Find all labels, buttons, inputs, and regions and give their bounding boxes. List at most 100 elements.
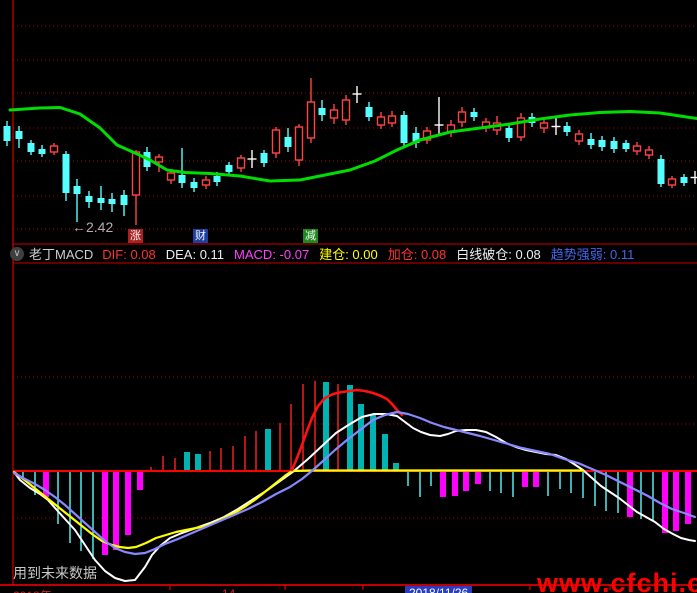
- watermark: www.cfchi.com: [537, 568, 697, 593]
- macd-bar: [533, 471, 539, 487]
- candle: [108, 199, 116, 204]
- selected-date-label: 2018/11/26: [405, 586, 473, 593]
- candle: [236, 157, 246, 169]
- candle: [412, 133, 420, 143]
- macd-bar: [265, 429, 271, 471]
- indicator-header-bar[interactable]: ∨ 老丁MACD DIF: 0.08 DEA: 0.11 MACD: -0.07 建仓…: [10, 245, 697, 262]
- macd-bar: [685, 471, 691, 524]
- event-marker-badge: 财: [193, 229, 208, 243]
- candle: [178, 175, 186, 183]
- low-price-annotation: ←2.42: [72, 219, 114, 235]
- x-axis-label: 14: [222, 587, 235, 593]
- macd-bar: [184, 452, 190, 471]
- candle: [457, 111, 467, 123]
- candle: [563, 126, 571, 132]
- indicator-field: 白线破仓: 0.08: [456, 247, 541, 262]
- macd-bar: [102, 471, 108, 555]
- candle: [329, 109, 339, 119]
- candle: [154, 156, 164, 163]
- candle: [422, 130, 432, 141]
- macd-histogram: [22, 381, 691, 559]
- candle: [680, 177, 688, 183]
- macd-bar: [662, 471, 668, 533]
- event-marker-badge: 减: [303, 229, 318, 243]
- candle: [341, 99, 351, 121]
- candle: [657, 159, 665, 184]
- candle: [62, 154, 70, 193]
- macd-bar: [522, 471, 528, 487]
- candle: [574, 133, 584, 142]
- macd-bar: [463, 471, 469, 491]
- macd-purple-line: [12, 410, 697, 556]
- macd-yellow-line: [12, 469, 585, 550]
- candle: [306, 101, 316, 139]
- candle: [284, 137, 292, 147]
- candle: [387, 115, 397, 124]
- candle: [27, 143, 35, 152]
- candle: [622, 143, 630, 149]
- macd-bar: [125, 471, 131, 535]
- candle: [166, 172, 176, 181]
- macd-bar: [347, 385, 353, 471]
- macd-bar: [382, 434, 388, 471]
- candle: [3, 126, 11, 141]
- candle: [400, 115, 408, 143]
- indicator-field: 加仓: 0.08: [387, 247, 447, 262]
- candle: [644, 149, 654, 156]
- event-marker-badge: 涨: [128, 229, 143, 243]
- indicator-title: 老丁MACD: [29, 247, 94, 262]
- indicator-field: 趋势强弱: 0.11: [550, 247, 635, 262]
- candle: [610, 141, 618, 149]
- candle: [85, 196, 93, 202]
- candle: [260, 153, 268, 163]
- candle: [120, 195, 128, 205]
- candle: [505, 128, 513, 138]
- macd-bar: [627, 471, 633, 517]
- candle: [271, 129, 281, 154]
- candle: [365, 107, 373, 117]
- candle: [201, 179, 211, 186]
- candle: [49, 145, 59, 153]
- macd-bar: [358, 404, 364, 471]
- candle: [667, 178, 677, 186]
- candle: [73, 186, 81, 194]
- x-axis-label: 2018年: [13, 587, 52, 593]
- macd-bar: [440, 471, 446, 497]
- candle: [516, 117, 526, 138]
- indicator-field: DEA: 0.11: [165, 247, 225, 262]
- future-data-note: 用到未来数据: [13, 565, 97, 581]
- candle: [632, 145, 642, 152]
- candle: [38, 149, 46, 154]
- indicator-readouts: DIF: 0.08 DEA: 0.11 MACD: -0.07 建仓: 0.00 加仓:…: [102, 244, 644, 263]
- macd-bar: [370, 415, 376, 471]
- candle: [97, 198, 105, 203]
- macd-bar: [452, 471, 458, 496]
- candle: [376, 116, 386, 126]
- candle: [318, 108, 326, 115]
- macd-white-line: [13, 413, 696, 582]
- candle: [190, 182, 198, 188]
- macd-bar: [475, 471, 481, 484]
- collapse-icon[interactable]: ∨: [10, 246, 24, 261]
- indicator-field: MACD: -0.07: [234, 247, 310, 262]
- ma-line: [8, 106, 697, 183]
- macd-bar: [323, 382, 329, 471]
- candlestick-series: [3, 78, 697, 225]
- candle: [15, 131, 23, 139]
- macd-bar: [43, 471, 49, 497]
- candle: [470, 112, 478, 117]
- candle: [587, 139, 595, 145]
- macd-bar: [195, 454, 201, 471]
- macd-bar: [673, 471, 679, 531]
- indicator-field: DIF: 0.08: [102, 247, 156, 262]
- macd-bar: [393, 463, 399, 471]
- macd-bar: [137, 471, 143, 490]
- candle: [131, 151, 141, 196]
- candle: [294, 126, 304, 161]
- candle: [213, 176, 221, 182]
- macd-bar: [113, 471, 119, 550]
- macd-red-line: [290, 388, 404, 472]
- candle: [225, 165, 233, 172]
